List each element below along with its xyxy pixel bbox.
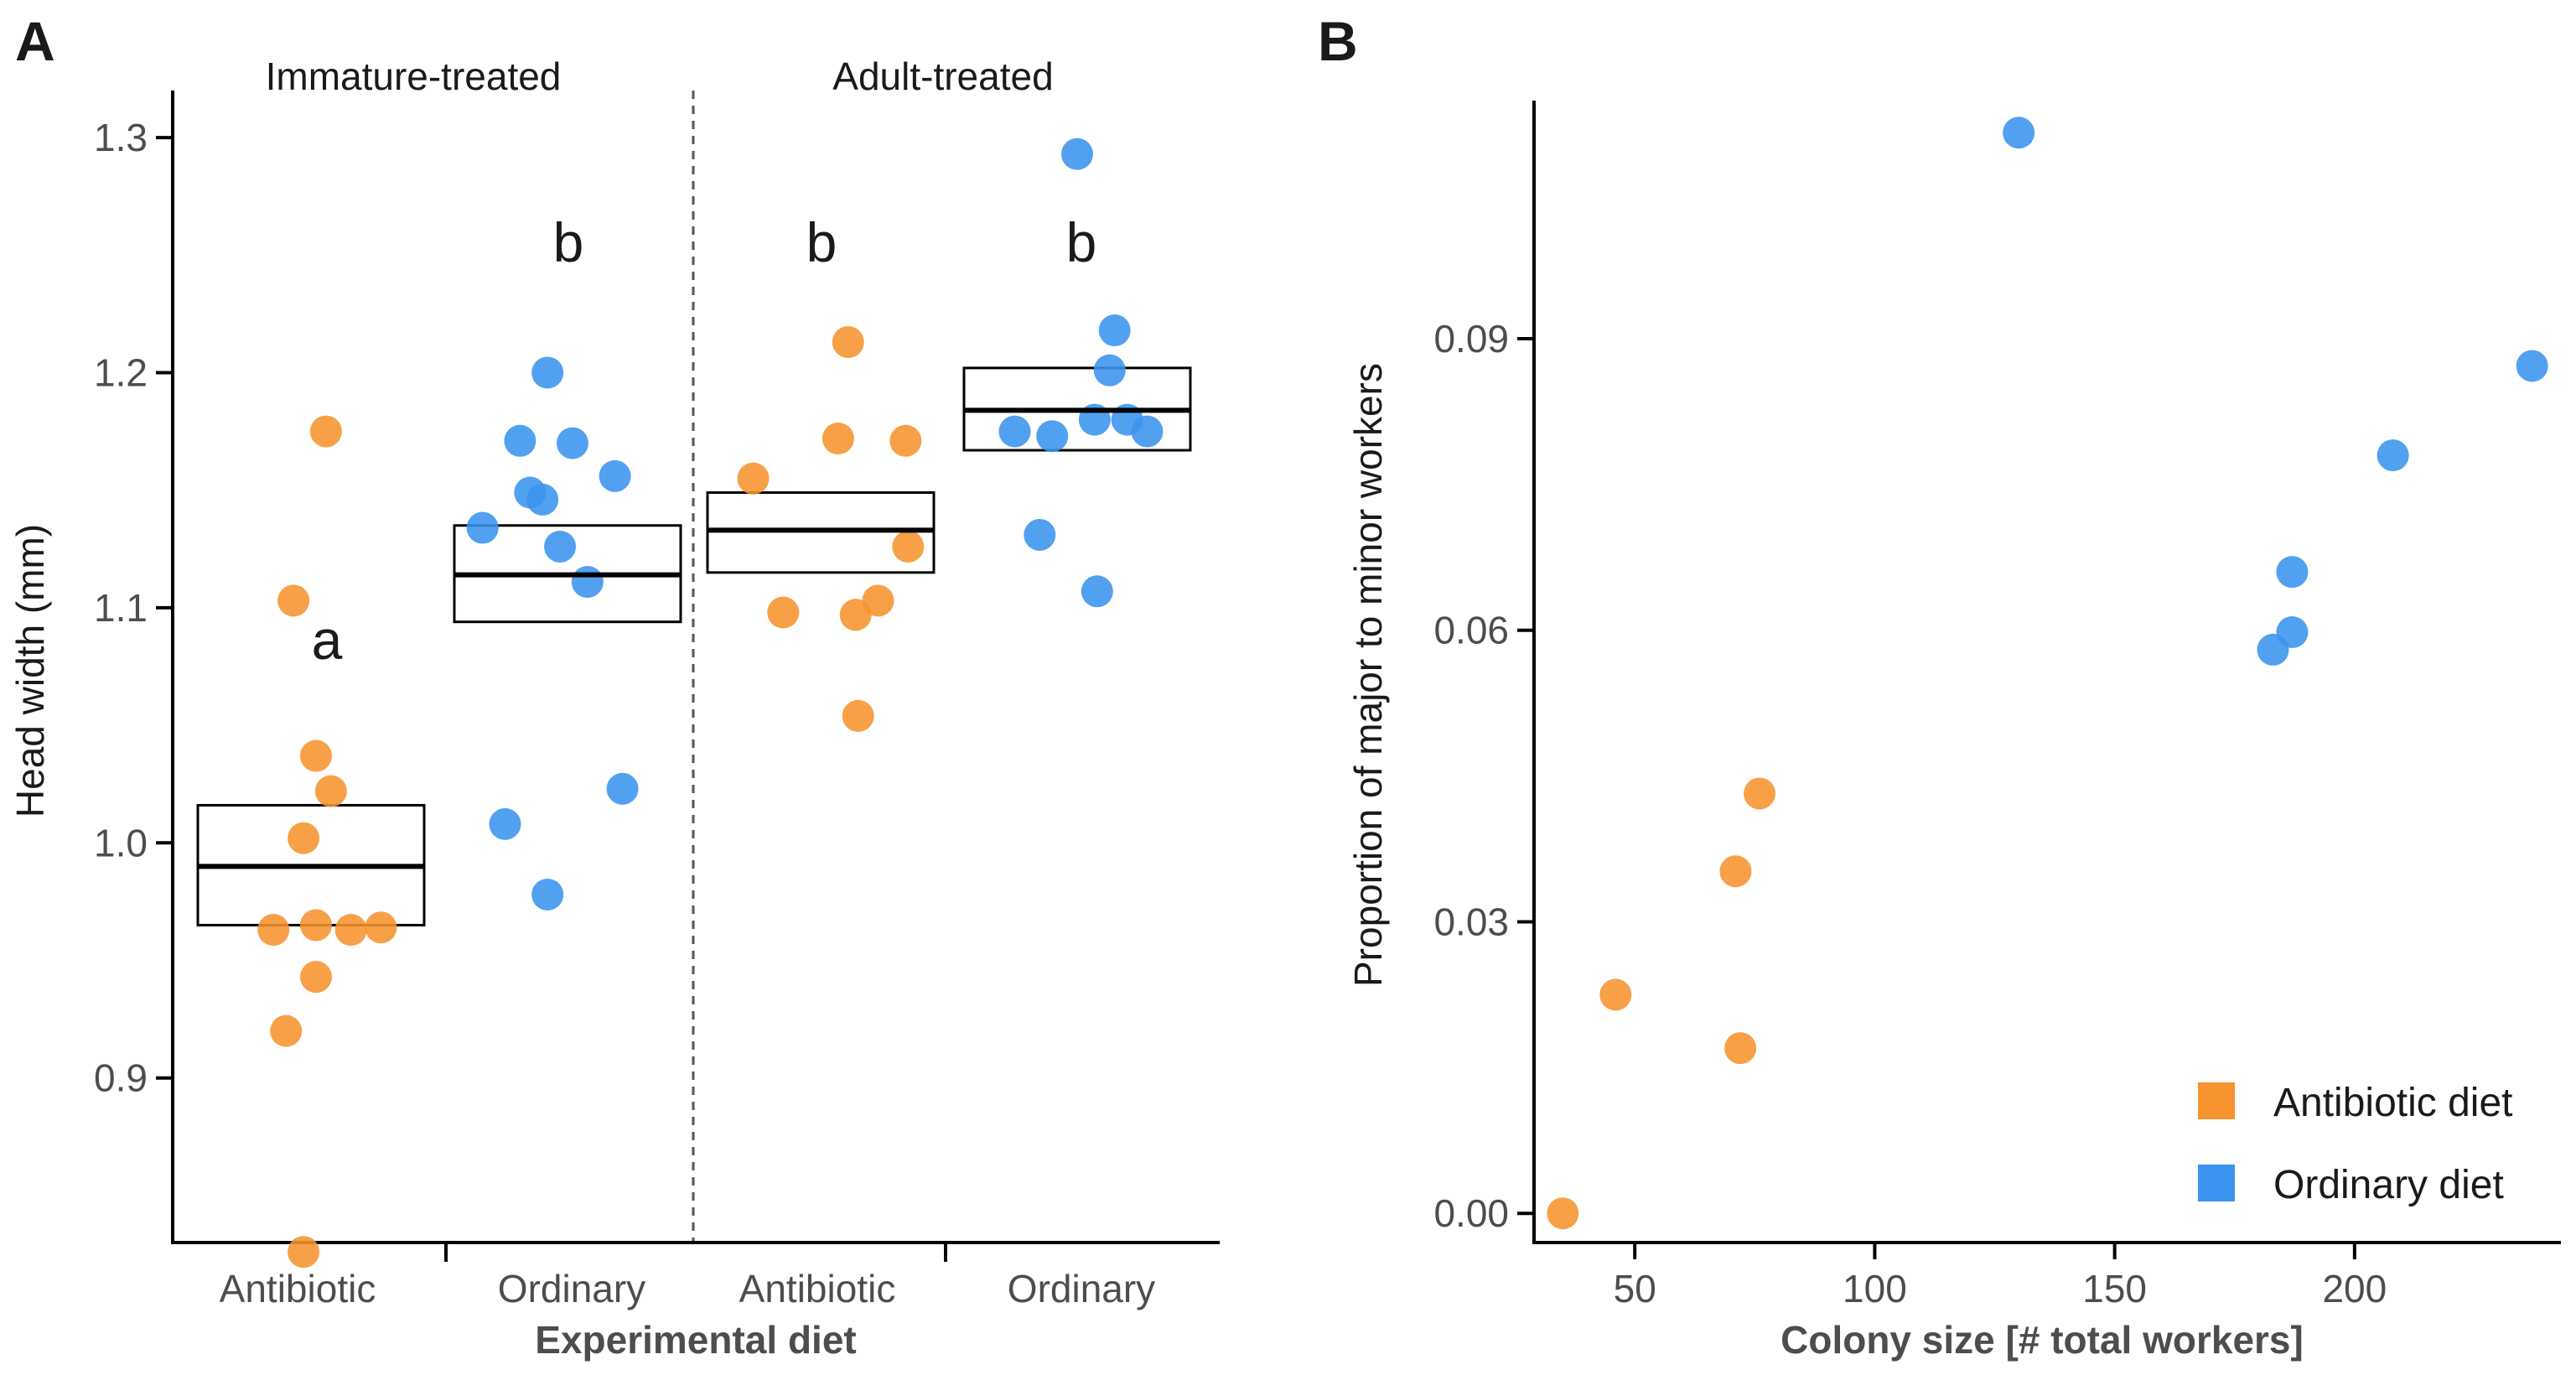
data-point <box>571 566 604 599</box>
group-immature-treatedantibiotic: a <box>196 415 426 1269</box>
data-point <box>737 462 770 495</box>
data-point <box>531 356 564 389</box>
significance-letter: b <box>806 211 837 273</box>
data-point <box>299 739 332 772</box>
data-point <box>556 427 588 459</box>
panel-b-x-axis-title: Colony size [# total workers] <box>1780 1318 2304 1362</box>
panel-b-y-tick-label: 0.09 <box>1433 317 1509 361</box>
panel-b-y-ticks: 0.00 0.03 0.06 0.09 <box>1433 317 1534 1235</box>
data-point <box>839 599 872 631</box>
panel-a-y-ticks: 0.9 1.0 1.1 1.2 1.3 <box>94 116 173 1100</box>
data-point <box>365 911 397 944</box>
data-point <box>314 775 347 807</box>
data-point <box>1599 978 1632 1011</box>
data-point <box>892 530 925 563</box>
significance-letter: a <box>312 609 343 671</box>
panel-a-y-axis-title: Head width (mm) <box>8 524 52 817</box>
x-label-immature-ordinary: Ordinary <box>498 1267 645 1310</box>
data-point <box>767 596 800 629</box>
panel-a-x-axis-title: Experimental diet <box>535 1318 856 1362</box>
panel-a-y-tick-label: 0.9 <box>94 1056 148 1100</box>
significance-letter: b <box>1066 211 1097 273</box>
panel-b-points <box>1547 117 2548 1230</box>
legend-swatch-ordinary <box>2198 1165 2235 1201</box>
panel-a-y-tick-label: 1.1 <box>94 586 148 630</box>
data-point <box>544 530 577 563</box>
data-point <box>489 807 521 840</box>
data-point <box>504 424 536 457</box>
panel-b-label: B <box>1318 10 1358 72</box>
data-point <box>466 511 499 544</box>
data-point <box>2276 556 2309 589</box>
data-point <box>1081 575 1113 608</box>
data-point <box>889 424 922 457</box>
data-point <box>2003 117 2035 149</box>
significance-letter: b <box>553 211 584 273</box>
panel-a-groups: a b b b <box>196 138 1192 1269</box>
data-point <box>2276 616 2309 649</box>
data-point <box>288 822 320 854</box>
data-point <box>277 584 310 617</box>
data-point <box>288 1236 320 1269</box>
legend-swatch-antibiotic <box>2198 1082 2235 1119</box>
data-point <box>1098 314 1131 347</box>
facet-title-immature: Immature-treated <box>266 54 562 98</box>
data-point <box>299 909 332 942</box>
panel-b-x-tick-label: 50 <box>1614 1267 1656 1310</box>
data-point <box>1724 1032 1757 1065</box>
data-point <box>606 772 639 805</box>
data-point <box>1061 138 1093 170</box>
data-point <box>526 483 559 516</box>
facet-title-adult: Adult-treated <box>832 54 1053 98</box>
panel-a: A Immature-treated Adult-treated 0.9 1.0 1… <box>8 10 1220 1362</box>
x-label-adult-ordinary: Ordinary <box>1008 1267 1155 1310</box>
group-immature-treatedordinary: b <box>453 211 682 911</box>
panel-a-y-tick-label: 1.2 <box>94 350 148 394</box>
data-point <box>531 878 564 911</box>
panel-b-y-axis-title: Proportion of major to minor workers <box>1346 363 1390 987</box>
data-point <box>842 699 874 732</box>
series-antibiotic <box>1547 777 1776 1230</box>
data-point <box>1036 420 1069 453</box>
panel-b-y-tick-label: 0.06 <box>1433 609 1509 652</box>
group-adult-treatedordinary: b <box>962 138 1192 608</box>
data-point <box>334 914 367 947</box>
legend-label-ordinary: Ordinary diet <box>2273 1163 2504 1207</box>
data-point <box>1024 518 1056 551</box>
legend-label-antibiotic: Antibiotic diet <box>2273 1081 2513 1125</box>
group-adult-treatedantibiotic: b <box>706 211 936 732</box>
x-label-immature-antibiotic: Antibiotic <box>220 1267 376 1310</box>
data-point <box>2376 439 2409 472</box>
data-point <box>2516 350 2548 382</box>
panel-a-y-tick-label: 1.3 <box>94 116 148 159</box>
data-point <box>270 1014 303 1047</box>
panel-b-x-tick-label: 150 <box>2082 1267 2147 1310</box>
series-ordinary <box>2003 117 2548 666</box>
panel-b-y-tick-label: 0.03 <box>1433 900 1509 943</box>
panel-a-x-labels: Antibiotic Ordinary Antibiotic Ordinary <box>220 1267 1156 1310</box>
x-label-adult-antibiotic: Antibiotic <box>739 1267 896 1310</box>
panel-b-x-tick-label: 100 <box>1843 1267 1907 1310</box>
data-point <box>599 459 631 492</box>
panel-a-label: A <box>15 10 55 72</box>
data-point <box>309 415 342 448</box>
panel-b-x-ticks: 50 100 150 200 <box>1614 1243 2387 1310</box>
panel-a-y-tick-label: 1.0 <box>94 821 148 864</box>
data-point <box>822 423 854 455</box>
data-point <box>832 326 864 359</box>
legend: Antibiotic diet Ordinary diet <box>2198 1081 2513 1207</box>
data-point <box>1131 415 1164 448</box>
data-point <box>1093 354 1126 387</box>
data-point <box>998 415 1031 448</box>
data-point <box>1719 855 1752 888</box>
panel-b: B 0.00 0.03 0.06 0.09 50 100 150 200 Colony si… <box>1318 10 2561 1362</box>
data-point <box>1744 777 1776 810</box>
data-point <box>1547 1197 1579 1230</box>
data-point <box>299 961 332 994</box>
panel-b-y-tick-label: 0.00 <box>1433 1191 1509 1235</box>
data-point <box>257 914 290 947</box>
panel-b-x-tick-label: 200 <box>2322 1267 2387 1310</box>
